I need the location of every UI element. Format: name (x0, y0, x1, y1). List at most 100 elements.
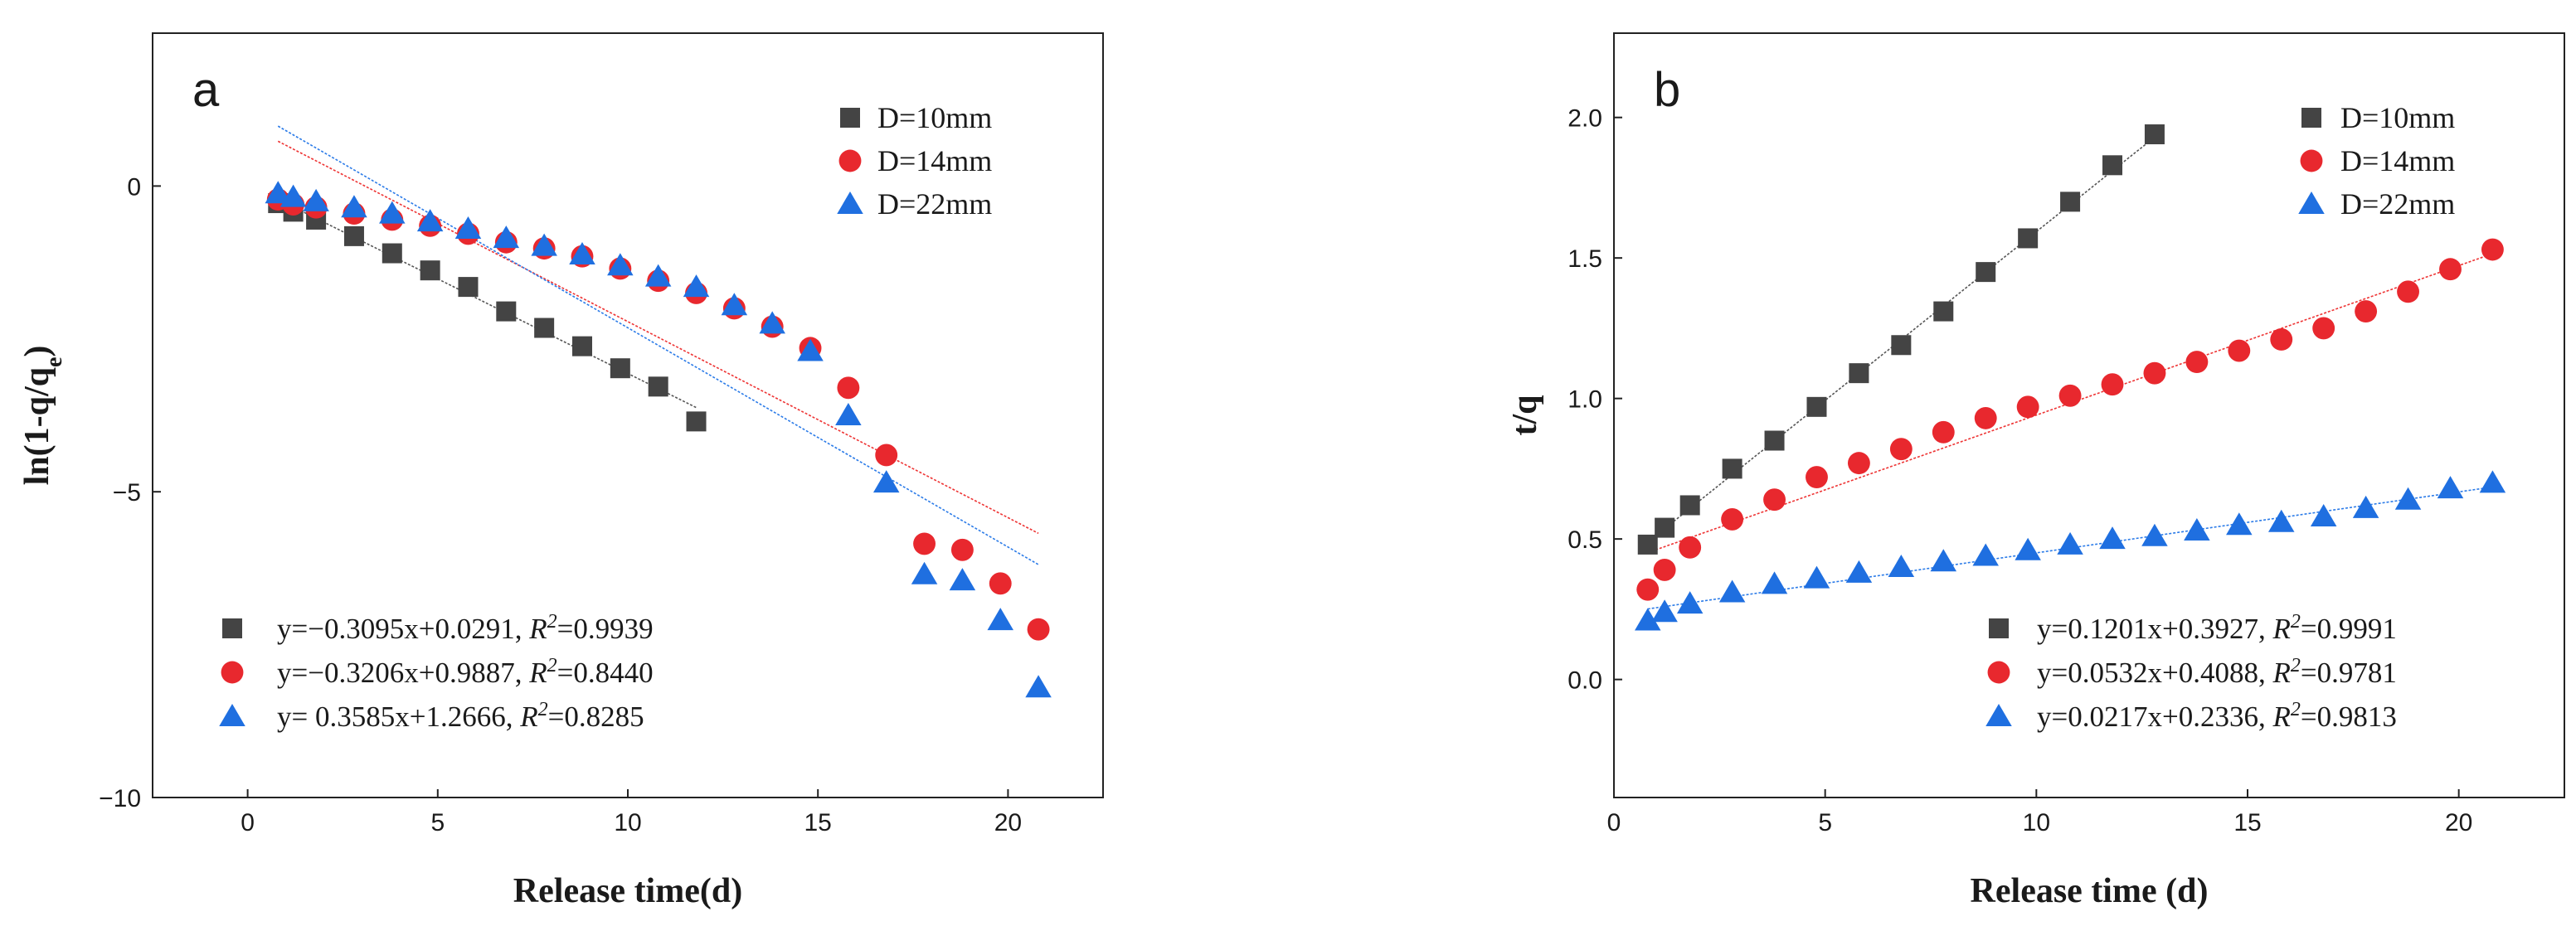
equation-r2-label: R (519, 701, 537, 733)
data-point (1974, 406, 1997, 429)
fit-equation: y=0.0532x+0.4088, R2=0.9781 (2037, 655, 2397, 689)
y-axis-title: ln(1-q/qe) (18, 346, 67, 486)
equation-marker (1989, 618, 2009, 638)
data-point (2144, 124, 2165, 145)
y-tick-label: 2.0 (1567, 105, 1602, 133)
data-point (1722, 458, 1742, 479)
data-point (2394, 487, 2422, 510)
fit-line-D=10mm (277, 198, 697, 409)
x-axis-title: Release time(d) (513, 872, 742, 910)
data-point (1679, 536, 1702, 559)
y-axis-title-subscript: e (41, 357, 67, 367)
x-tick-label: 0 (241, 809, 255, 836)
data-point (1027, 618, 1050, 641)
equation-r2-superscript: 2 (2291, 655, 2301, 676)
y-tick-label: 1.5 (1567, 245, 1602, 273)
equation-marker (219, 704, 245, 726)
data-point (1930, 549, 1957, 572)
series-D=10mm (1637, 124, 2165, 555)
data-point (797, 338, 824, 361)
data-point (1653, 558, 1676, 581)
equation-r2-label: R (2272, 701, 2290, 733)
data-point (2099, 526, 2126, 550)
fit-line-D=14mm (277, 140, 1039, 535)
data-point (2479, 470, 2506, 493)
y-tick-label: 0 (127, 173, 141, 201)
y-axis-title-close: ) (18, 346, 56, 357)
data-point (1803, 565, 1830, 589)
data-point (1634, 608, 1661, 631)
series-D=22mm (265, 181, 1052, 698)
data-point (1888, 555, 1915, 578)
data-point (265, 181, 292, 204)
data-point (1718, 579, 1746, 603)
series-D=14mm (1636, 238, 2504, 601)
data-point (534, 318, 555, 338)
panel-label: a (192, 63, 220, 117)
legend-marker (2301, 108, 2321, 128)
fit-line-D=22mm (1647, 486, 2493, 610)
data-point (607, 253, 634, 276)
data-point (2355, 300, 2378, 323)
legend: D=10mm D=14mm D=22mm (2298, 101, 2455, 221)
data-point (2437, 476, 2464, 499)
y-tick-label: −10 (99, 785, 141, 812)
data-point (835, 403, 862, 425)
data-point (950, 538, 974, 561)
data-point (1637, 534, 1658, 555)
fit-equation: y= 0.3585x+1.2666, R2=0.8285 (277, 699, 644, 733)
equation-marker (1985, 704, 2012, 726)
data-point (2352, 495, 2379, 518)
x-tick-label: 10 (614, 809, 641, 836)
panel-b: 0 5 10 15 20 0.0 0.5 1.0 1.5 2.0 Release time (d) t… (1506, 32, 2565, 910)
equation-marker (222, 618, 242, 638)
y-axis-title: t/q (1506, 395, 1544, 435)
data-point (989, 572, 1012, 595)
y-tick-label: 0.0 (1567, 667, 1602, 695)
data-point (2057, 531, 2083, 555)
data-point (683, 274, 710, 298)
data-point (2101, 373, 2124, 396)
data-point (1847, 452, 1870, 475)
fit-line-D=22mm (277, 125, 1039, 565)
data-point (872, 470, 900, 493)
equation-body: y=0.1201x+0.3927, (2037, 613, 2272, 645)
data-point (1676, 591, 1704, 614)
data-point (837, 376, 860, 400)
x-tick-label: 0 (1607, 809, 1621, 836)
legend-label: D=10mm (877, 101, 992, 134)
plot-frame (1613, 32, 2565, 798)
equation-r2-value: =0.9813 (2301, 701, 2397, 733)
data-point (1763, 488, 1786, 511)
x-tick-label: 15 (804, 809, 832, 836)
data-point (2184, 517, 2210, 541)
data-point (1849, 363, 1869, 384)
equation-r2-value: =0.9991 (2301, 613, 2397, 645)
equation-marker (221, 661, 244, 684)
data-point (610, 358, 630, 379)
fit-equation: y=−0.3095x+0.0291, R2=0.9939 (277, 611, 654, 645)
data-point (416, 209, 444, 232)
data-point (493, 225, 520, 249)
legend-label: D=10mm (2340, 101, 2455, 134)
x-tick-label: 20 (2445, 809, 2472, 836)
data-point (949, 568, 976, 591)
data-point (2185, 351, 2209, 374)
data-point (644, 264, 672, 287)
data-point (2397, 280, 2419, 303)
data-point (1025, 675, 1052, 698)
data-point (2102, 155, 2123, 176)
data-point (569, 242, 595, 265)
y-tick-label: 1.0 (1567, 386, 1602, 414)
equation-r2-superscript: 2 (2291, 611, 2301, 633)
legend-marker (838, 149, 862, 172)
equation-r2-value: =0.9781 (2301, 657, 2397, 689)
legend-marker (2300, 149, 2323, 172)
equation-r2-label: R (2272, 613, 2290, 645)
data-point (1889, 438, 1913, 461)
data-point (1651, 599, 1678, 623)
equation-r2-value: =0.8440 (557, 657, 654, 689)
equation-marker (1987, 661, 2010, 684)
data-point (2018, 228, 2039, 249)
